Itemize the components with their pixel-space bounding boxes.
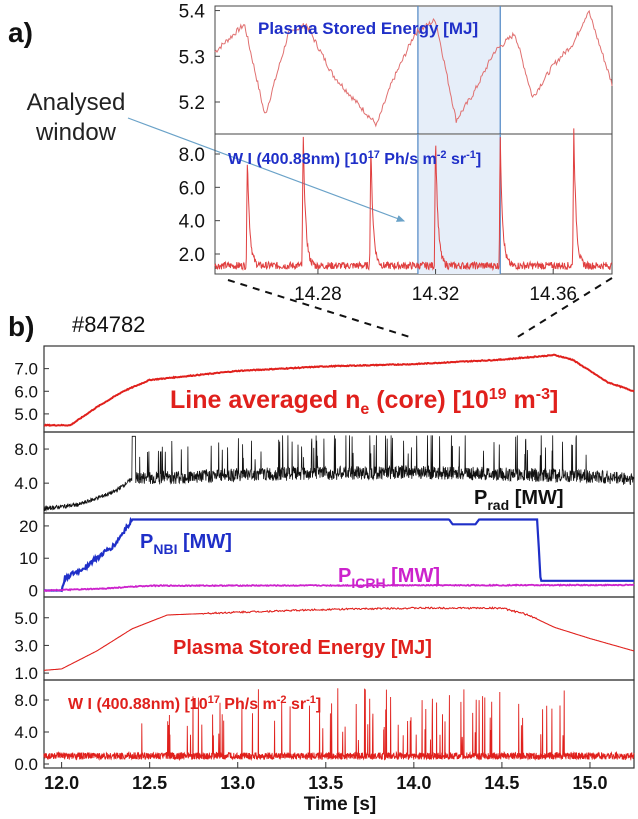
p5-label: W I (400.88nm) [1017 Ph/s m-2 sr-1] bbox=[68, 694, 321, 713]
panel-a-bottom-title: W I (400.88nm) [1017 Ph/s m-2 sr-1] bbox=[228, 149, 481, 168]
panel-b3-ytick: 10 bbox=[19, 549, 38, 568]
analysed-window-shade bbox=[417, 135, 501, 274]
panel-b2-ytick: 8.0 bbox=[14, 440, 38, 459]
pnbi-line bbox=[44, 517, 634, 593]
panel-b4-ytick: 1.0 bbox=[14, 664, 38, 683]
ne-core-line bbox=[44, 353, 635, 427]
zoom-line-right bbox=[515, 277, 613, 339]
x-axis-label: Time [s] bbox=[304, 794, 377, 815]
panel-b1-ytick: 6.0 bbox=[14, 382, 38, 401]
panel-b-xtick: 12.0 bbox=[44, 773, 79, 793]
panel-a-top-ytick: 5.2 bbox=[179, 93, 205, 114]
panel-b5-ytick: 0.0 bbox=[14, 755, 38, 774]
panel-b-xtick: 15.0 bbox=[572, 773, 607, 793]
panel-a-top-title: Plasma Stored Energy [MJ] bbox=[258, 19, 478, 38]
analysed-window-arrow bbox=[127, 117, 406, 222]
panel-b-xtick: 14.0 bbox=[396, 773, 431, 793]
panel-b3-ytick: 0 bbox=[29, 582, 38, 601]
panel-b5-ytick: 8.0 bbox=[14, 691, 38, 710]
panel-a-stored-energy-line bbox=[214, 9, 613, 128]
panel-a-bottom-ytick: 4.0 bbox=[179, 212, 205, 233]
panel-a-letter: a) bbox=[8, 17, 33, 48]
p3-nbi-label: PNBI [MW] bbox=[140, 531, 232, 557]
analysed-window-shade bbox=[417, 7, 501, 134]
panel-b5-ytick: 4.0 bbox=[14, 723, 38, 742]
panel-b1-ytick: 7.0 bbox=[14, 360, 38, 379]
p3-icrh-label: PICRH [MW] bbox=[338, 565, 440, 591]
analysed-window-note-line1: Analysed bbox=[27, 89, 126, 116]
panel-b1-ytick: 5.0 bbox=[14, 405, 38, 424]
panel-b-letter: b) bbox=[8, 311, 34, 342]
panel-a-wi-line bbox=[214, 128, 613, 272]
panel-a-bottom-ytick: 6.0 bbox=[179, 178, 205, 199]
panel-a-top-ytick: 5.3 bbox=[179, 47, 205, 68]
panel-a-bottom-frame bbox=[214, 133, 613, 275]
panel-b4-ytick: 5.0 bbox=[14, 609, 38, 628]
panel-a-top-ytick: 5.4 bbox=[179, 2, 206, 23]
panel-a-bottom-ytick: 2.0 bbox=[179, 245, 205, 266]
panel-b3-ytick: 20 bbox=[19, 517, 38, 536]
shot-number: #84782 bbox=[72, 312, 145, 337]
picrh-line bbox=[44, 583, 635, 592]
wi-line bbox=[43, 688, 635, 762]
panel-a-xtick: 14.36 bbox=[529, 284, 577, 305]
p4-label: Plasma Stored Energy [MJ] bbox=[173, 637, 432, 659]
panel-a-xtick: 14.32 bbox=[412, 284, 460, 305]
panel-b5-frame bbox=[43, 679, 635, 769]
panel-a-xtick: 14.28 bbox=[294, 284, 342, 305]
analysed-window-note-line2: window bbox=[35, 119, 117, 146]
panel-b-xtick: 13.5 bbox=[308, 773, 343, 793]
p1-label: Line averaged ne (core) [1019 m-3] bbox=[170, 386, 558, 418]
stored-energy-line bbox=[44, 606, 635, 671]
panel-b-xtick: 14.5 bbox=[484, 773, 519, 793]
panel-a-bottom-ytick: 8.0 bbox=[179, 145, 205, 166]
panel-a-bottom-plot: W I (400.88nm) [1017 Ph/s m-2 sr-1] 8.0 6… bbox=[179, 128, 613, 275]
zoom-line-left bbox=[227, 279, 414, 339]
panel-b2-ytick: 4.0 bbox=[14, 474, 38, 493]
panel-b-xtick: 13.0 bbox=[220, 773, 255, 793]
panel-b-xtick: 12.5 bbox=[132, 773, 167, 793]
prad-line bbox=[43, 435, 635, 512]
panel-b4-ytick: 3.0 bbox=[14, 636, 38, 655]
p2-label: Prad [MW] bbox=[474, 487, 564, 513]
panel-a-top-plot: 5.4 5.3 5.2 Plasma Stored Energy [MJ] bbox=[179, 2, 613, 135]
